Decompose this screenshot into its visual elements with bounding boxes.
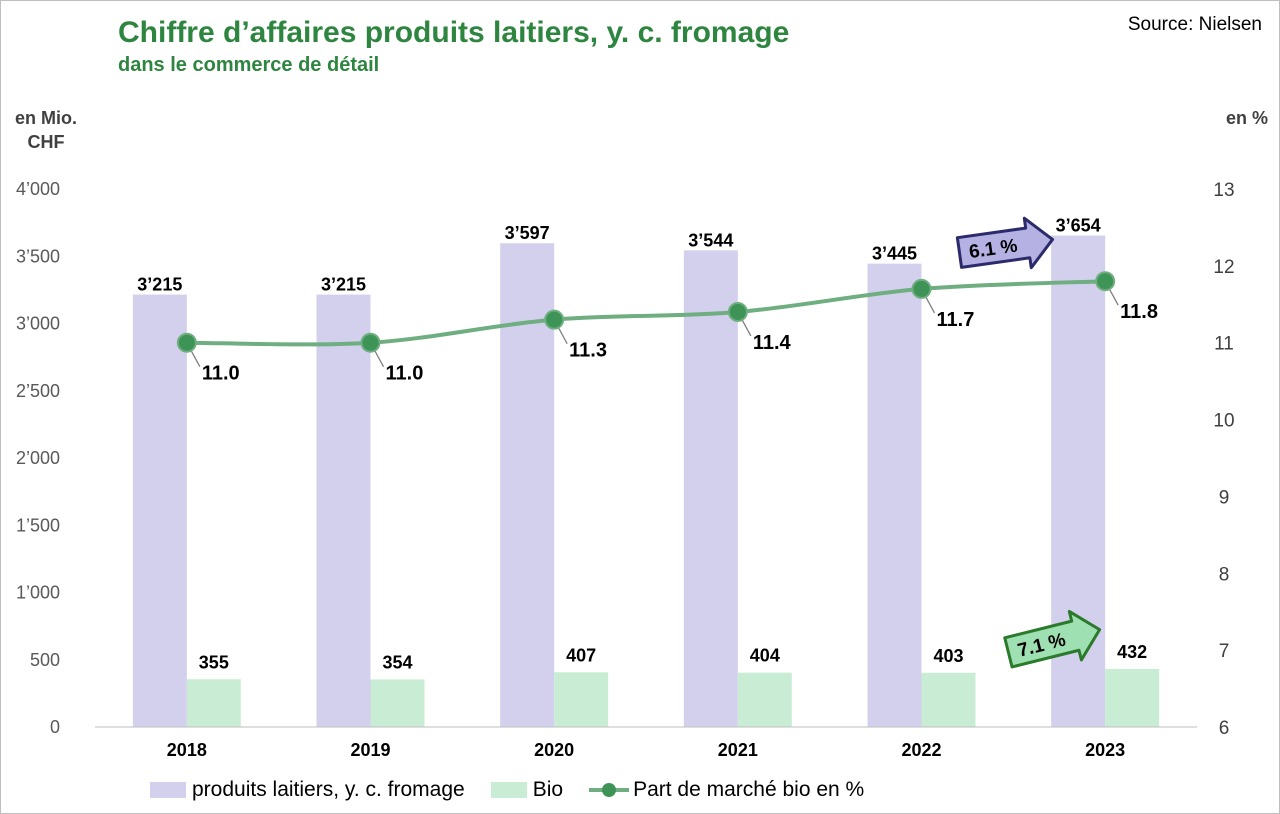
y-right-tick-label: 11 xyxy=(1214,334,1234,355)
legend: produits laitiers, y. c. fromage Bio Par… xyxy=(150,776,890,804)
source-label: Source: Nielsen xyxy=(1127,14,1262,35)
share-data-label: 11.7 xyxy=(937,309,975,331)
share-data-label: 11.4 xyxy=(753,332,792,354)
x-tick-label: 2018 xyxy=(167,740,207,760)
legend-item-total: produits laitiers, y. c. fromage xyxy=(150,778,465,802)
y-right-tick-label: 6 xyxy=(1219,718,1230,739)
y-left-tick-label: 0 xyxy=(50,717,60,737)
data-label-total: 3’215 xyxy=(137,275,182,295)
y-left-tick-label: 1’000 xyxy=(16,583,60,603)
y-right-tick-label: 12 xyxy=(1213,257,1234,278)
data-label-total: 3’445 xyxy=(872,244,917,264)
chart-subtitle: dans le commerce de détail xyxy=(118,54,380,76)
share-point xyxy=(1095,271,1116,292)
y-right-tick-label: 7 xyxy=(1219,641,1230,662)
share-data-label: 11.0 xyxy=(202,363,240,385)
share-point xyxy=(544,309,565,330)
bar-total xyxy=(683,250,738,727)
data-label-bio: 354 xyxy=(382,652,412,672)
legend-swatch-share xyxy=(589,782,630,798)
data-label-total: 3’654 xyxy=(1056,216,1101,236)
y-right-tick-label: 9 xyxy=(1219,487,1230,508)
data-label-bio: 407 xyxy=(566,645,596,665)
data-label-bio: 432 xyxy=(1117,642,1147,662)
right-axis-unit: en % xyxy=(1225,108,1268,128)
y-right-tick-label: 13 xyxy=(1213,180,1234,201)
y-left-tick-label: 4’000 xyxy=(16,179,60,199)
left-axis-unit: en Mio. CHF xyxy=(12,106,80,154)
bar-total xyxy=(316,294,371,727)
legend-label-total: produits laitiers, y. c. fromage xyxy=(192,778,465,801)
y-left-tick-label: 2’500 xyxy=(16,381,60,401)
share-line xyxy=(186,279,1106,347)
y-right-tick-label: 8 xyxy=(1219,564,1230,585)
x-tick-label: 2021 xyxy=(718,740,758,760)
bar-bio xyxy=(1105,668,1160,727)
x-tick-label: 2019 xyxy=(350,740,390,760)
y-right-tick-label: 10 xyxy=(1213,411,1234,432)
callout-total-growth: 6.1 % xyxy=(955,216,1055,270)
legend-label-bio: Bio xyxy=(532,778,564,801)
chart-title: Chiffre d’affaires produits laitiers, y.… xyxy=(118,16,790,49)
x-tick-label: 2022 xyxy=(901,740,941,760)
bar-total xyxy=(867,263,922,727)
callout-bio-growth-shape xyxy=(1003,609,1102,669)
share-point xyxy=(911,278,932,299)
bar-total xyxy=(132,294,187,727)
left-axis-unit-line2: CHF xyxy=(27,132,65,152)
data-label-bio: 403 xyxy=(933,646,963,666)
share-point xyxy=(176,332,197,353)
data-label-total: 3’215 xyxy=(321,275,366,295)
bar-bio xyxy=(554,672,609,727)
y-left-tick-label: 1’500 xyxy=(16,515,60,535)
legend-swatch-bio xyxy=(490,782,527,798)
data-label-total: 3’597 xyxy=(505,223,550,243)
bar-bio xyxy=(737,672,792,727)
y-left-tick-label: 3’500 xyxy=(16,246,60,266)
left-axis-unit-line1: en Mio. xyxy=(15,108,77,128)
legend-label-share: Part de marché bio en % xyxy=(633,778,865,801)
y-left-tick-label: 2’000 xyxy=(16,448,60,468)
y-left-tick-label: 500 xyxy=(30,650,60,670)
share-point xyxy=(360,332,381,353)
share-data-label: 11.8 xyxy=(1120,301,1158,323)
bar-bio xyxy=(370,679,425,727)
x-tick-label: 2020 xyxy=(534,740,574,760)
data-label-bio: 404 xyxy=(750,646,780,666)
share-point xyxy=(727,301,748,322)
legend-item-bio: Bio xyxy=(490,778,564,802)
share-data-label: 11.0 xyxy=(386,363,424,385)
x-tick-label: 2023 xyxy=(1085,740,1125,760)
data-label-bio: 355 xyxy=(199,652,229,672)
share-data-label: 11.3 xyxy=(569,340,607,362)
callout-bio-growth: 7.1 % xyxy=(1003,609,1102,669)
bar-bio xyxy=(921,672,976,727)
y-left-tick-label: 3’000 xyxy=(16,314,60,334)
legend-swatch-total xyxy=(150,782,186,798)
legend-item-share: Part de marché bio en % xyxy=(589,778,864,802)
bar-bio xyxy=(186,679,241,727)
callout-total-growth-shape xyxy=(955,216,1055,270)
data-label-total: 3’544 xyxy=(688,230,733,250)
